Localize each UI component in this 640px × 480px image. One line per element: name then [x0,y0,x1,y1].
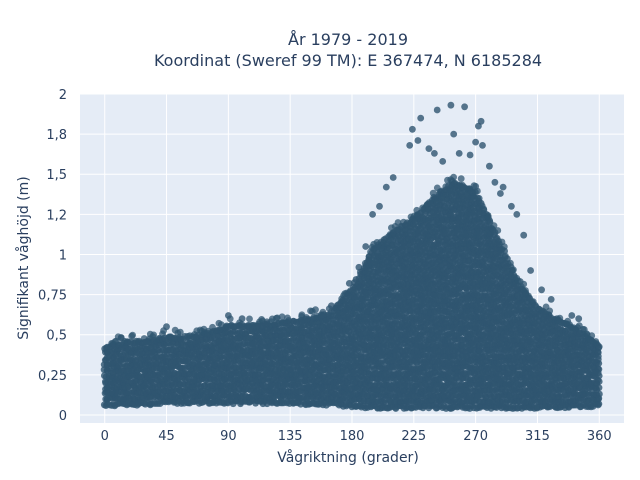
data-point [312,306,319,314]
data-point [450,173,457,181]
data-points [100,101,603,412]
data-point [176,328,184,336]
data-point [246,315,253,323]
data-point [129,331,137,339]
data-point [457,175,465,183]
data-point [150,331,158,339]
data-point [474,187,481,195]
